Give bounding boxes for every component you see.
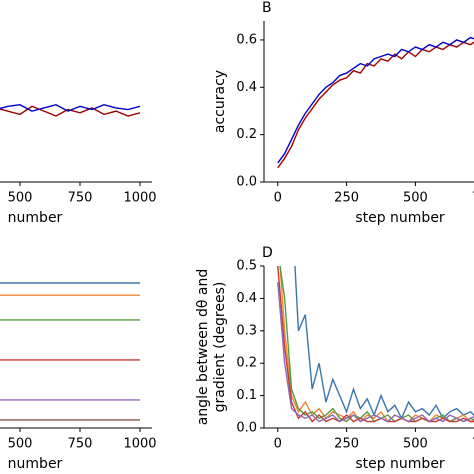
x-tick-label: 500 [403, 437, 428, 452]
data-line [0, 105, 141, 117]
x-tick-label: 750 [472, 191, 474, 206]
x-axis-label: step number [355, 210, 445, 226]
x-axis-label: number [8, 456, 63, 472]
x-tick-label: 1000 [123, 437, 156, 452]
x-tick-label: 250 [334, 191, 359, 206]
y-tick-label: 0.0 [236, 421, 257, 436]
data-line [277, 36, 474, 164]
x-tick-label: 250 [334, 437, 359, 452]
panel-label: D [262, 245, 273, 261]
y-tick-label: 0.5 [236, 259, 257, 274]
x-tick-label: 0 [274, 191, 282, 206]
y-tick-label: 0.0 [236, 175, 257, 190]
data-line [0, 103, 141, 112]
x-axis-label: step number [355, 456, 445, 472]
data-line [277, 266, 474, 420]
x-axis-label: number [8, 210, 63, 226]
y-tick-label: 0.4 [236, 291, 257, 306]
y-axis-label: accuracy [212, 70, 228, 133]
y-tick-label: 0.2 [236, 127, 257, 142]
data-line [277, 266, 474, 423]
data-line [279, 266, 474, 423]
y-tick-label: 0.4 [236, 80, 257, 95]
data-line [277, 282, 474, 423]
data-line [277, 41, 474, 169]
x-tick-label: 500 [403, 191, 428, 206]
x-tick-label: 500 [8, 191, 33, 206]
x-tick-label: 750 [68, 437, 93, 452]
y-axis-label: gradient (degrees) [212, 282, 228, 413]
x-tick-label: 750 [472, 437, 474, 452]
x-tick-label: 750 [68, 191, 93, 206]
x-tick-label: 500 [8, 437, 33, 452]
y-tick-label: 0.1 [236, 388, 257, 403]
y-tick-label: 0.2 [236, 356, 257, 371]
x-tick-label: 0 [274, 437, 282, 452]
panel-label: B [262, 0, 272, 16]
x-tick-label: 1000 [123, 191, 156, 206]
y-tick-label: 0.3 [236, 323, 257, 338]
y-axis-label: angle between dθ and [195, 269, 211, 426]
y-tick-label: 0.6 [236, 32, 257, 47]
